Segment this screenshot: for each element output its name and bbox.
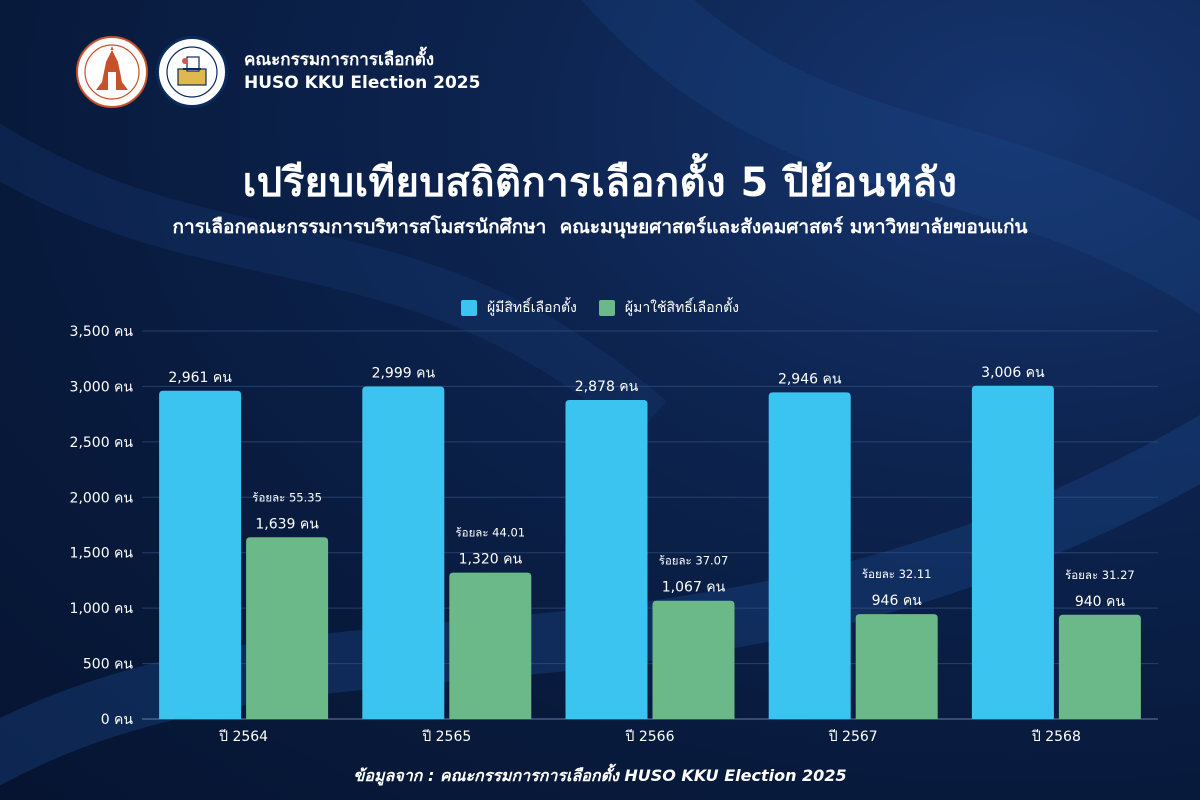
- org-name-en: HUSO KKU Election 2025: [244, 73, 481, 93]
- bar-eligible: [768, 392, 851, 719]
- data-label-eligible: 2,878 คน: [575, 379, 639, 395]
- data-label-turnout: 1,067 คน: [662, 580, 726, 596]
- data-label-eligible: 2,946 คน: [778, 371, 842, 387]
- y-tick-label: 3,000 คน: [70, 379, 134, 395]
- data-label-eligible: 2,961 คน: [168, 370, 232, 386]
- bar-eligible: [971, 385, 1054, 719]
- x-tick-label: ปี 2565: [422, 729, 471, 745]
- y-tick-label: 2,500 คน: [70, 435, 134, 451]
- bar-turnout: [855, 614, 938, 719]
- bar-eligible: [159, 390, 242, 719]
- percent-label: ร้อยละ 31.27: [1065, 568, 1135, 582]
- legend-item-eligible: ผู้มีสิทธิ์เลือกตั้ง: [460, 297, 577, 319]
- percent-label: ร้อยละ 44.01: [455, 526, 525, 540]
- bar-turnout: [449, 572, 532, 719]
- legend-swatch-turnout: [598, 300, 615, 316]
- y-tick-label: 1,500 คน: [70, 546, 134, 562]
- legend-item-turnout: ผู้มาใช้สิทธิ์เลือกตั้ง: [598, 297, 740, 319]
- y-tick-label: 3,500 คน: [70, 324, 134, 340]
- bar-eligible: [362, 386, 445, 719]
- x-tick-label: ปี 2567: [828, 729, 877, 745]
- y-tick-label: 500 คน: [83, 657, 134, 673]
- bar-turnout: [652, 600, 735, 719]
- percent-label: ร้อยละ 32.11: [862, 567, 932, 581]
- y-tick-label: 2,000 คน: [70, 490, 134, 506]
- data-label-turnout: 1,320 คน: [459, 552, 523, 568]
- legend-label-eligible: ผู้มีสิทธิ์เลือกตั้ง: [486, 300, 577, 316]
- data-label-turnout: 1,639 คน: [255, 516, 319, 532]
- data-label-eligible: 2,999 คน: [372, 366, 436, 382]
- x-tick-label: ปี 2568: [1031, 729, 1080, 745]
- chart-subtitle: การเลือกคณะกรรมการบริหารสโมสรนักศึกษา คณ…: [172, 216, 1028, 238]
- x-tick-label: ปี 2566: [625, 729, 675, 745]
- bar-eligible: [565, 399, 648, 719]
- data-label-turnout: 946 คน: [872, 593, 923, 609]
- data-label-eligible: 3,006 คน: [981, 365, 1045, 381]
- x-tick-label: ปี 2564: [219, 729, 269, 745]
- y-tick-label: 1,000 คน: [70, 601, 134, 617]
- data-label-turnout: 940 คน: [1075, 594, 1126, 610]
- source-footer: ข้อมูลจาก : คณะกรรมการการเลือกตั้ง HUSO …: [353, 766, 847, 785]
- chart-title: เปรียบเทียบสถิติการเลือกตั้ง 5 ปีย้อนหลั…: [242, 160, 958, 206]
- university-logo-icon: [76, 36, 148, 108]
- percent-label: ร้อยละ 55.35: [252, 490, 322, 504]
- org-name-th: คณะกรรมการการเลือกตั้ง: [244, 50, 435, 70]
- chart-legend: ผู้มีสิทธิ์เลือกตั้ง ผู้มาใช้สิทธิ์เลือก…: [0, 297, 1200, 319]
- bar-turnout: [246, 537, 329, 719]
- y-tick-label: 0 คน: [101, 712, 134, 728]
- election-committee-logo-icon: [156, 36, 228, 108]
- legend-label-turnout: ผู้มาใช้สิทธิ์เลือกตั้ง: [624, 300, 740, 316]
- percent-label: ร้อยละ 37.07: [659, 554, 729, 568]
- bar-turnout: [1058, 614, 1141, 719]
- legend-swatch-eligible: [460, 300, 477, 316]
- header: คณะกรรมการการเลือกตั้ง HUSO KKU Election…: [76, 36, 480, 108]
